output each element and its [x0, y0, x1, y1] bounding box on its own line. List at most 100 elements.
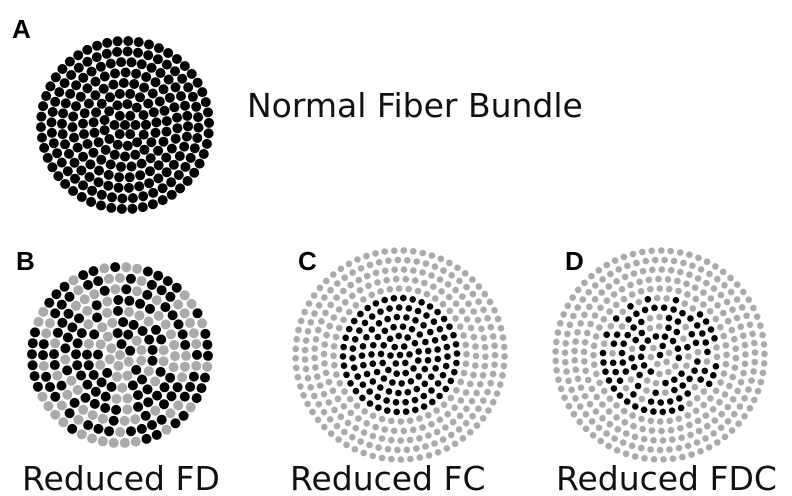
fiber-dot	[620, 359, 627, 366]
fiber-dot	[121, 262, 131, 272]
fiber-dot	[590, 432, 597, 439]
fiber-dot	[372, 424, 379, 431]
fiber-dot	[589, 418, 596, 425]
fiber-dot	[126, 274, 136, 284]
fiber-dot	[446, 260, 453, 267]
fiber-dot	[351, 364, 358, 371]
fiber-dot	[89, 117, 99, 127]
fiber-dot	[358, 265, 365, 272]
fiber-dot	[749, 331, 756, 338]
fiber-dot	[737, 323, 744, 330]
fiber-dot	[63, 333, 73, 343]
fiber-dot	[110, 120, 120, 130]
fiber-dot	[391, 344, 398, 351]
fiber-dot	[63, 166, 73, 176]
fiber-dot	[317, 382, 324, 389]
fiber-dot	[633, 311, 640, 318]
fiber-dot	[375, 334, 382, 341]
fiber-dot	[337, 380, 344, 387]
fiber-dot	[307, 384, 314, 391]
fiber-dot	[622, 419, 629, 426]
fiber-dot	[148, 345, 158, 355]
fiber-dot	[314, 373, 321, 380]
fiber-dot	[668, 427, 675, 434]
fiber-dot	[440, 301, 447, 308]
fiber-dot	[201, 97, 211, 107]
fiber-dot	[475, 298, 482, 305]
fiber-dot	[124, 357, 134, 367]
fiber-dot	[614, 447, 621, 454]
fiber-dot	[657, 399, 664, 406]
fiber-dot	[697, 311, 704, 318]
fiber-dot	[152, 391, 162, 401]
fiber-dot	[76, 92, 86, 102]
fiber-dot	[582, 339, 589, 346]
fiber-dot	[410, 248, 417, 255]
fiber-dot	[643, 387, 650, 394]
fiber-dot	[741, 413, 748, 420]
fiber-dot	[619, 350, 626, 357]
fiber-dot	[437, 276, 444, 283]
fiber-dot	[571, 348, 578, 355]
fiber-dot	[612, 369, 619, 376]
fiber-dot	[761, 351, 768, 358]
fiber-dot	[477, 381, 484, 388]
fiber-dot	[100, 286, 110, 296]
fiber-dot	[143, 384, 153, 394]
fiber-dot	[363, 420, 370, 427]
fiber-dot	[684, 291, 691, 298]
fiber-dot	[589, 386, 596, 393]
fiber-dot	[567, 322, 574, 329]
fiber-dot	[588, 273, 595, 280]
fiber-dot	[665, 369, 672, 376]
fiber-dot	[613, 414, 620, 421]
fiber-dot	[581, 349, 588, 356]
fiber-dot	[58, 417, 68, 427]
fiber-dot	[446, 308, 453, 315]
fiber-dot	[100, 403, 110, 413]
fiber-dot	[50, 97, 60, 107]
fiber-dot	[149, 107, 159, 117]
fiber-dot	[381, 375, 388, 382]
fiber-dot	[303, 366, 310, 373]
fiber-dot	[421, 280, 428, 287]
fiber-dot	[141, 120, 151, 130]
fiber-dot	[376, 259, 383, 266]
fiber-dot	[422, 339, 429, 346]
fiber-dot	[143, 50, 153, 60]
fiber-dot	[162, 60, 172, 70]
fiber-dot	[694, 439, 701, 446]
fiber-dot	[620, 439, 627, 446]
fiber-dot	[303, 337, 310, 344]
fiber-dot	[675, 288, 682, 295]
fiber-dot	[340, 353, 347, 360]
fiber-dot	[438, 255, 445, 262]
fiber-dot	[167, 391, 177, 401]
fiber-dot	[116, 57, 126, 67]
fiber-dot	[388, 437, 395, 444]
panel-label: Reduced FDC	[556, 459, 777, 496]
fiber-dot	[463, 284, 470, 291]
fiber-dot	[613, 402, 620, 409]
fiber-dot	[425, 412, 432, 419]
fiber-dot	[470, 308, 477, 315]
fiber-dot	[187, 299, 197, 309]
fiber-dot	[92, 300, 102, 310]
fiber-dot	[180, 101, 190, 111]
fiber-dot	[462, 342, 469, 349]
fiber-dot	[97, 377, 107, 387]
fiber-dot	[729, 427, 736, 434]
fiber-dot	[657, 352, 664, 359]
fiber-dot	[691, 367, 698, 374]
fiber-dot	[323, 278, 330, 285]
fiber-dot	[474, 422, 481, 429]
fiber-dot	[192, 133, 202, 143]
fiber-dot	[393, 399, 400, 406]
fiber-dot	[50, 360, 60, 370]
fiber-dot	[404, 257, 411, 264]
fiber-dot	[472, 343, 479, 350]
fiber-dot	[349, 293, 356, 300]
fiber-dot	[406, 305, 413, 312]
fiber-dot	[623, 368, 630, 375]
fiber-dot	[92, 313, 102, 323]
